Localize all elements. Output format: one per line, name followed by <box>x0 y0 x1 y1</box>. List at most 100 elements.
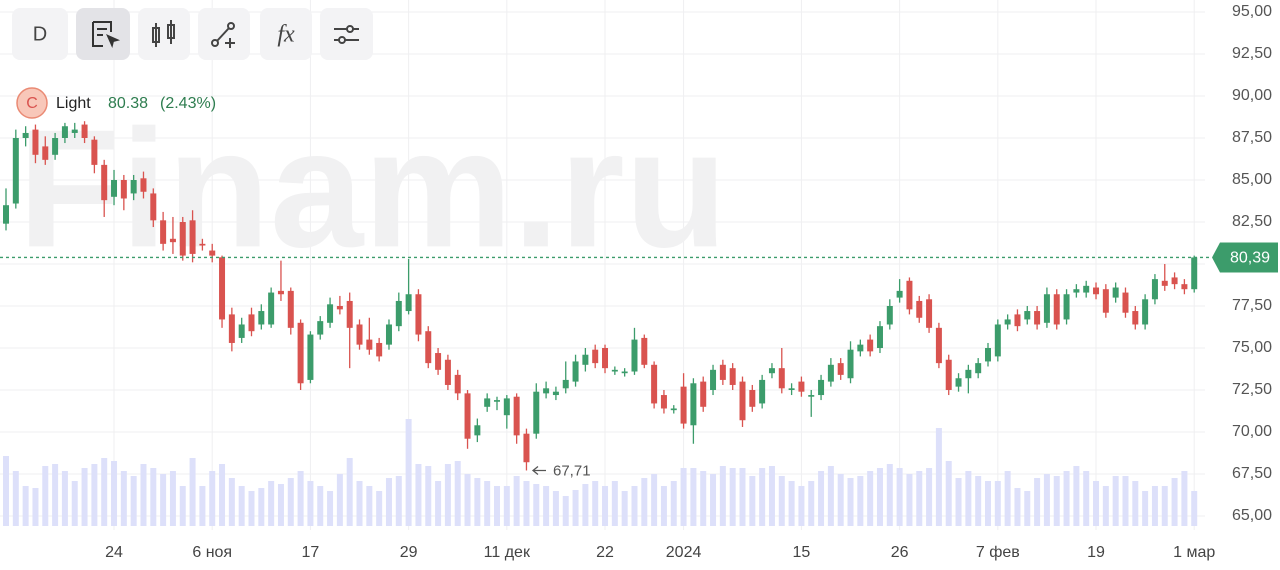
volume-bar <box>739 468 746 526</box>
y-tick-label: 82,50 <box>1232 213 1272 230</box>
candle-body <box>1073 289 1080 293</box>
volume-bar <box>1151 486 1158 526</box>
candle-body <box>287 290 294 328</box>
candle-body <box>317 321 324 335</box>
candle-body <box>729 368 736 385</box>
candle-body <box>916 300 923 318</box>
volume-bar <box>395 476 402 526</box>
volume-bar <box>238 486 245 526</box>
candle-body <box>1171 277 1178 285</box>
volume-bar <box>346 458 353 526</box>
candle-body <box>238 324 245 338</box>
candle-body <box>111 180 118 197</box>
candle-body <box>307 334 314 380</box>
candle-body <box>690 383 697 426</box>
legend-name: Light <box>56 95 91 112</box>
settings-button[interactable] <box>320 8 373 60</box>
volume-bar <box>690 468 697 526</box>
legend-price: 80.38 <box>108 95 148 112</box>
x-tick-label: 26 <box>891 544 909 561</box>
y-tick-label: 77,50 <box>1232 297 1272 314</box>
candle-body <box>444 359 451 385</box>
candle-body <box>140 178 147 192</box>
x-tick-label: 1 мар <box>1173 544 1215 561</box>
candle-body <box>572 361 579 382</box>
candle-body <box>788 388 795 390</box>
volume <box>3 419 1198 526</box>
volume-bar <box>179 486 186 526</box>
volume-bar <box>140 464 147 526</box>
candle-body <box>700 381 707 407</box>
candle-body <box>543 388 550 394</box>
volume-bar <box>896 468 903 526</box>
volume-bar <box>1171 478 1178 526</box>
candle-body <box>258 311 265 325</box>
volume-bar <box>111 461 118 526</box>
candle-body <box>562 379 569 389</box>
volume-bar <box>287 478 294 526</box>
candle-body <box>1122 292 1129 313</box>
volume-bar <box>258 488 265 526</box>
candle-body <box>602 348 609 369</box>
candle-body <box>1161 280 1168 286</box>
candle-body <box>268 292 275 325</box>
x-tick-label: 15 <box>793 544 811 561</box>
volume-bar <box>818 471 825 526</box>
candle-body <box>621 371 628 374</box>
volume-bar <box>268 481 275 526</box>
volume-bar <box>1083 471 1090 526</box>
volume-bar <box>710 474 717 526</box>
interval-button[interactable] <box>12 8 68 60</box>
volume-bar <box>611 481 618 526</box>
volume-bar <box>700 471 707 526</box>
candle-body <box>533 391 540 434</box>
candle-body <box>641 337 648 365</box>
candle-body <box>749 390 756 407</box>
indicators-label: fx <box>277 22 295 48</box>
y-tick-label: 95,00 <box>1232 3 1272 20</box>
axis: 65,0067,5070,0072,5075,0077,5080,0082,50… <box>0 3 1278 561</box>
candle-body <box>248 314 255 332</box>
volume-bar <box>1034 478 1041 526</box>
min-arrow <box>531 465 546 475</box>
volume-bar <box>169 471 176 526</box>
volume-bar <box>719 466 726 526</box>
candle-body <box>906 280 913 310</box>
candle-body <box>405 294 412 312</box>
volume-bar <box>494 486 500 526</box>
candle-type-button[interactable] <box>138 8 190 60</box>
volume-bar <box>857 476 864 526</box>
volume-bar <box>955 478 962 526</box>
candle-body <box>867 339 874 352</box>
candle-body <box>847 349 854 379</box>
volume-bar <box>1004 471 1011 526</box>
draw-icon <box>211 22 235 48</box>
indicators-button[interactable] <box>260 8 312 60</box>
volume-bar <box>101 458 108 526</box>
candle-body <box>376 342 383 357</box>
volume-bar <box>1191 491 1198 526</box>
volume-bar <box>592 481 599 526</box>
candle-body <box>994 324 1001 357</box>
candle-body <box>1151 279 1158 300</box>
volume-bar <box>228 478 235 526</box>
volume-bar <box>435 481 442 526</box>
candle-body <box>327 304 334 323</box>
candle-body <box>464 393 471 439</box>
volume-bar <box>1043 474 1050 526</box>
volume-bar <box>543 486 550 526</box>
candle-body <box>189 220 196 254</box>
min-label: 67,71 <box>553 462 591 479</box>
volume-bar <box>415 464 422 526</box>
candle-body <box>425 331 432 364</box>
volume-bar <box>837 474 844 526</box>
candle-body <box>385 324 392 345</box>
candle-body <box>366 339 373 350</box>
volume-bar <box>503 486 510 526</box>
volume-bar <box>906 474 913 526</box>
volume-bar <box>366 486 373 526</box>
volume-bar <box>886 464 893 526</box>
candle-body <box>965 369 972 379</box>
volume-bar <box>513 476 520 526</box>
volume-bar <box>778 476 785 526</box>
